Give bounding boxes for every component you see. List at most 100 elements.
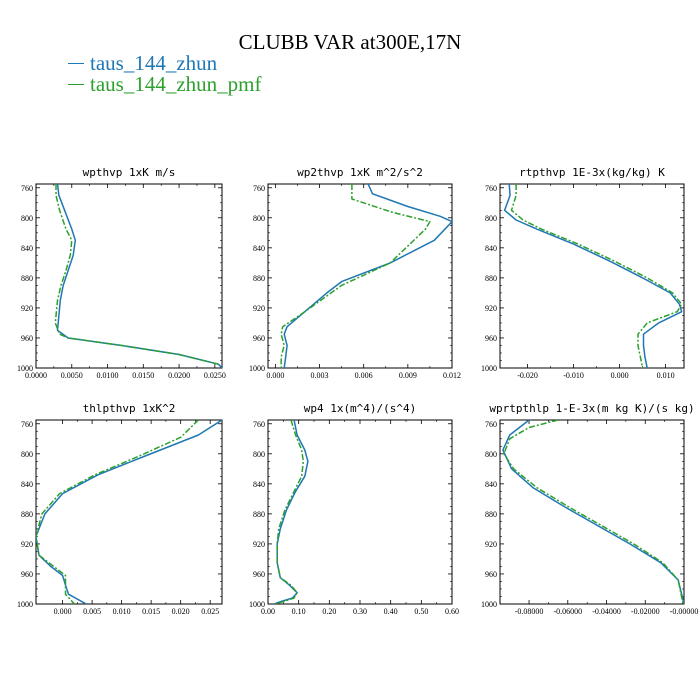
y-tick-label: 920 <box>253 540 265 549</box>
y-tick-label: 1000 <box>249 364 265 373</box>
series-line-zhun <box>56 184 222 368</box>
y-tick-label: 880 <box>253 274 265 283</box>
panel-title: rtpthvp 1E-3x(kg/kg) K <box>519 166 665 179</box>
y-tick-label: 800 <box>21 214 33 223</box>
y-tick-label: 840 <box>253 480 265 489</box>
x-tick-label: 0.0050 <box>61 371 83 380</box>
x-tick-label: -0.020 <box>517 371 538 380</box>
y-tick-label: 800 <box>21 450 33 459</box>
x-tick-label: 0.10 <box>292 607 306 616</box>
y-tick-label: 840 <box>253 244 265 253</box>
series-line-zhun-pmf <box>54 184 219 365</box>
x-tick-label: 0.003 <box>311 371 329 380</box>
series-line-zhun-pmf <box>273 420 305 604</box>
y-tick-label: 960 <box>485 570 497 579</box>
x-tick-label: 0.000 <box>54 607 72 616</box>
legend-entry-zhun: taus_144_zhun <box>68 51 217 76</box>
y-tick-label: 1000 <box>249 600 265 609</box>
x-tick-label: -0.00000 <box>670 607 699 616</box>
x-tick-label: 0.020 <box>172 607 190 616</box>
y-tick-label: 1000 <box>17 600 33 609</box>
series-line-zhun <box>273 420 309 604</box>
y-tick-label: 800 <box>485 450 497 459</box>
y-tick-label: 760 <box>21 420 33 429</box>
y-tick-label: 760 <box>21 184 33 193</box>
y-tick-label: 760 <box>253 420 265 429</box>
panel-3: rtpthvp 1E-3x(kg/kg) K 760 800 840 880 920 960… <box>481 166 685 380</box>
panel-title: wprtpthlp 1-E-3x(m kg K)/(s kg) <box>489 402 694 415</box>
panel-4: thlpthvp 1xK^2 760 800 840 880 920 960 1000 0.00… <box>17 402 223 616</box>
x-tick-label: 0.0200 <box>168 371 190 380</box>
series-line-zhun-pmf <box>280 184 431 368</box>
x-tick-label: 0.009 <box>399 371 417 380</box>
series-line-zhun-pmf <box>503 420 684 604</box>
x-tick-label: 0.30 <box>353 607 367 616</box>
panel-frame <box>267 419 453 605</box>
panel-title: thlpthvp 1xK^2 <box>83 402 176 415</box>
x-tick-label: 0.025 <box>201 607 219 616</box>
y-tick-label: 840 <box>21 480 33 489</box>
y-tick-label: 960 <box>253 334 265 343</box>
panel-5: wp4 1x(m^4)/(s^4)76080084088092096010000… <box>249 402 459 616</box>
series-line-zhun <box>502 420 684 604</box>
y-tick-label: 960 <box>253 570 265 579</box>
legend-swatch <box>68 83 84 85</box>
x-tick-label: 0.0150 <box>132 371 154 380</box>
x-tick-label: 0.010 <box>657 371 675 380</box>
legend-entry-zhun-pmf: taus_144_zhun_pmf <box>68 72 261 97</box>
x-tick-label: -0.06000 <box>553 607 582 616</box>
x-tick-label: 0.015 <box>142 607 160 616</box>
y-tick-label: 880 <box>21 274 33 283</box>
panel-title: wp2thvp 1xK m^2/s^2 <box>297 166 423 179</box>
legend-swatch <box>68 62 84 64</box>
x-tick-label: 0.40 <box>384 607 398 616</box>
y-tick-label: 960 <box>485 334 497 343</box>
x-tick-label: 0.20 <box>322 607 336 616</box>
y-tick-label: 760 <box>485 420 497 429</box>
x-tick-label: 0.000 <box>611 371 629 380</box>
y-tick-label: 920 <box>485 540 497 549</box>
y-tick-label: 920 <box>21 304 33 313</box>
panel-frame <box>499 419 685 605</box>
x-tick-label: 0.60 <box>445 607 459 616</box>
x-tick-label: 0.006 <box>355 371 373 380</box>
y-tick-label: 920 <box>253 304 265 313</box>
series-line-zhun <box>36 420 222 604</box>
panel-frame <box>499 183 685 369</box>
x-tick-label: 0.005 <box>83 607 101 616</box>
x-tick-label: 0.000 <box>266 371 284 380</box>
x-tick-label: 0.010 <box>113 607 131 616</box>
panel-6: wprtpthlp 1-E-3x(m kg K)/(s kg) 760 800 840… <box>481 402 698 616</box>
series-line-zhun <box>283 184 452 368</box>
y-tick-label: 1000 <box>481 600 497 609</box>
y-tick-label: 960 <box>21 570 33 579</box>
panel-frame <box>267 183 453 369</box>
y-tick-label: 800 <box>485 214 497 223</box>
x-tick-label: 0.0250 <box>204 371 226 380</box>
y-tick-label: 960 <box>21 334 33 343</box>
x-tick-label: 0.012 <box>443 371 461 380</box>
panel-title: wpthvp 1xK m/s <box>83 166 176 179</box>
panel-1: wpthvp 1xK m/s76080084088092096010000.00… <box>17 166 226 380</box>
x-tick-label: -0.010 <box>563 371 584 380</box>
series-line-zhun-pmf <box>510 184 683 368</box>
y-tick-label: 800 <box>253 214 265 223</box>
y-tick-label: 760 <box>485 184 497 193</box>
panel-title: wp4 1x(m^4)/(s^4) <box>304 402 417 415</box>
figure-title: CLUBB VAR at300E,17N <box>238 30 462 54</box>
y-tick-label: 920 <box>21 540 33 549</box>
x-tick-label: -0.02000 <box>631 607 660 616</box>
y-tick-label: 880 <box>253 510 265 519</box>
y-tick-label: 840 <box>485 244 497 253</box>
panel-frame <box>35 183 223 369</box>
y-tick-label: 840 <box>485 480 497 489</box>
x-tick-label: -0.04000 <box>592 607 621 616</box>
x-tick-label: -0.08000 <box>515 607 544 616</box>
x-tick-label: 0.0100 <box>97 371 119 380</box>
y-tick-label: 1000 <box>481 364 497 373</box>
y-tick-label: 880 <box>485 510 497 519</box>
series-line-zhun <box>503 184 683 368</box>
x-tick-label: 0.50 <box>414 607 428 616</box>
x-tick-label: 0.0000 <box>25 371 47 380</box>
